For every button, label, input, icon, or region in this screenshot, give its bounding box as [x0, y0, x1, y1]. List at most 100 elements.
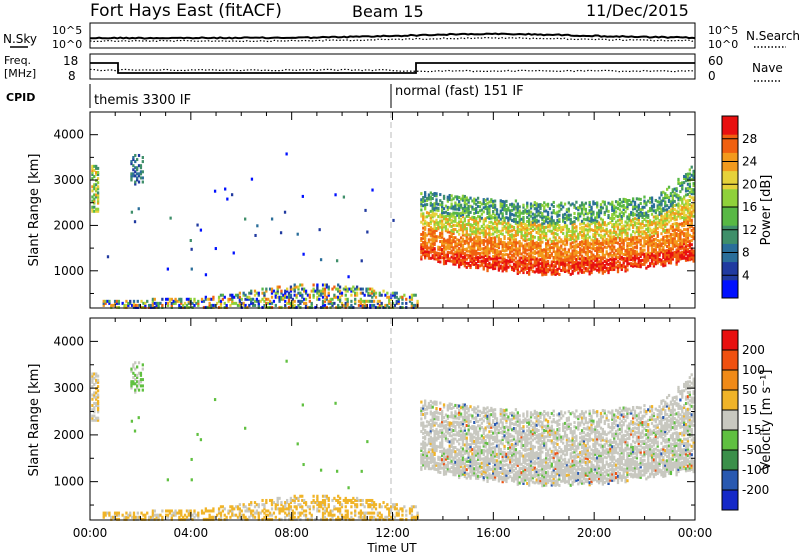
power-cell — [692, 210, 695, 214]
velocity-cell — [461, 455, 465, 459]
power-cell — [454, 250, 457, 254]
power-cell — [461, 239, 465, 243]
velocity-cell — [439, 424, 442, 428]
power-cell — [601, 222, 605, 226]
power-cell — [512, 266, 516, 270]
velocity-cell — [424, 407, 427, 411]
power-cell — [567, 256, 570, 260]
power-cell — [452, 236, 455, 240]
power-cell — [686, 227, 690, 231]
power-cell — [686, 182, 690, 186]
power-cell — [136, 178, 139, 182]
power-cell — [367, 287, 370, 291]
velocity-cell — [450, 461, 453, 465]
velocity-cell — [488, 459, 491, 463]
power-cell — [473, 258, 476, 262]
power-cell — [671, 241, 674, 245]
power-cell — [671, 233, 674, 237]
velocity-cell — [490, 406, 493, 410]
power-cell — [478, 239, 482, 243]
power-cell — [639, 214, 642, 218]
power-cell — [155, 303, 158, 307]
power-cell — [535, 247, 538, 251]
power-cell — [284, 303, 287, 307]
power-cell — [459, 197, 463, 201]
power-cell — [686, 209, 690, 213]
power-cell — [548, 223, 552, 227]
colorbar-tick-label: 8 — [742, 246, 750, 260]
velocity-cell — [484, 457, 487, 461]
power-cell — [586, 228, 589, 232]
power-cell — [465, 206, 468, 210]
power-cell — [435, 206, 438, 210]
power-cell — [475, 241, 478, 245]
power-cell — [488, 231, 491, 235]
power-cell — [102, 303, 105, 307]
power-cell — [690, 165, 693, 169]
power-cell — [463, 248, 467, 252]
power-cell — [580, 244, 584, 248]
power-cell — [206, 305, 209, 309]
power-cell — [452, 240, 455, 244]
velocity-cell — [448, 402, 451, 406]
velocity-cell — [463, 420, 467, 424]
power-cell — [637, 207, 640, 211]
power-cell — [473, 252, 476, 256]
power-cell — [441, 215, 444, 219]
power-cell — [686, 254, 690, 258]
velocity-cell — [486, 433, 489, 437]
velocity-cell — [458, 425, 461, 429]
power-cell — [289, 287, 293, 291]
power-cell — [675, 195, 678, 199]
power-cell — [567, 213, 570, 217]
power-cell — [582, 266, 586, 270]
velocity-cell — [454, 410, 457, 414]
power-cell — [450, 206, 453, 210]
power-cell — [667, 259, 671, 263]
velocity-cell — [484, 411, 487, 415]
power-cell — [354, 299, 357, 303]
power-cell — [352, 305, 355, 309]
power-cell — [514, 240, 518, 244]
velocity-cell — [488, 421, 491, 425]
velocity-cell — [450, 449, 453, 453]
power-cell — [616, 227, 620, 231]
power-cell — [287, 295, 291, 299]
power-cell — [425, 198, 429, 202]
power-cell — [556, 227, 559, 231]
power-cell — [476, 229, 480, 233]
power-cell — [499, 217, 502, 221]
power-cell — [193, 303, 196, 307]
power-cell — [537, 244, 540, 248]
power-cell — [427, 211, 431, 215]
power-cell — [613, 261, 616, 265]
power-cell — [603, 200, 606, 204]
power-cell — [484, 231, 487, 235]
power-cell — [321, 289, 325, 293]
power-cell — [208, 303, 211, 307]
power-cell — [480, 241, 484, 245]
power-cell — [673, 255, 676, 259]
velocity-cell — [469, 457, 472, 461]
power-cell — [618, 212, 622, 216]
power-cell — [580, 230, 584, 234]
power-cell — [671, 255, 674, 259]
power-cell — [488, 210, 491, 214]
power-cell — [444, 210, 448, 214]
power-cell — [422, 251, 425, 255]
power-cell — [467, 245, 470, 249]
power-cell — [688, 239, 691, 243]
power-cell — [592, 212, 595, 216]
power-cell — [482, 257, 485, 261]
power-cell — [548, 225, 552, 229]
power-cell — [361, 305, 364, 309]
power-cell — [662, 254, 665, 258]
power-cell — [550, 272, 553, 276]
power-cell — [643, 218, 646, 222]
power-cell — [531, 245, 535, 249]
nave-tick-top: 60 — [708, 54, 723, 68]
power-cell — [563, 239, 567, 243]
velocity-cell — [471, 454, 474, 458]
power-cell — [458, 200, 461, 204]
power-cell — [518, 240, 521, 244]
